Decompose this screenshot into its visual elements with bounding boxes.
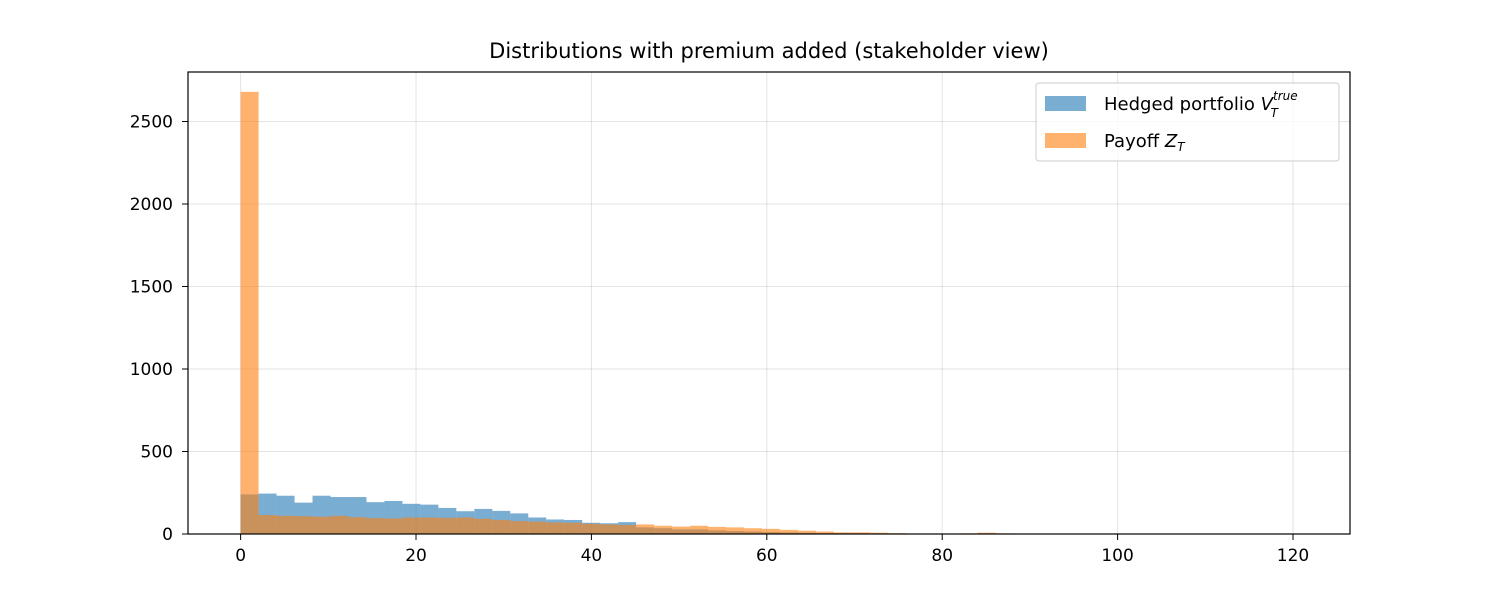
histogram-bar-series-2 xyxy=(600,524,619,534)
histogram-bar-series-2 xyxy=(654,525,673,534)
x-tick-label: 100 xyxy=(1101,546,1133,566)
histogram-bar-series-2 xyxy=(492,519,511,534)
plot-frame xyxy=(187,71,1351,535)
legend: Hedged portfolio Vtrue T Payoff ZT xyxy=(1035,82,1340,162)
histogram-bar-series-2 xyxy=(744,528,762,534)
histogram-bar-series-2 xyxy=(779,529,798,534)
y-tick-label: 2000 xyxy=(130,195,173,215)
histogram-bar-series-2 xyxy=(402,517,421,534)
legend-box xyxy=(1035,82,1340,162)
y-tick-label: 1500 xyxy=(130,278,173,298)
histogram-bar-series-2 xyxy=(564,522,583,534)
histogram-bar-series-2 xyxy=(636,524,655,534)
histogram-bar-series-2 xyxy=(366,518,385,534)
histogram-bar-series-2 xyxy=(258,515,277,534)
histogram-bars xyxy=(240,91,1302,535)
histogram-bar-series-2 xyxy=(851,532,870,534)
histogram-bar-series-2 xyxy=(240,91,259,535)
histogram-bar-series-2 xyxy=(815,531,834,534)
legend-swatch-hedged-portfolio xyxy=(1045,96,1086,111)
histogram-bar-series-2 xyxy=(869,532,888,534)
histogram-bar-series-2 xyxy=(276,515,295,534)
histogram-bar-series-2 xyxy=(582,523,601,534)
x-tick-label: 80 xyxy=(931,546,953,566)
legend-label-payoff: Payoff ZT xyxy=(1104,131,1186,154)
y-tick-label: 0 xyxy=(162,525,173,545)
histogram-bar-series-2 xyxy=(761,528,780,534)
histogram-bar-series-2 xyxy=(833,532,852,534)
histogram-bar-series-2 xyxy=(690,525,709,534)
x-tick-label: 40 xyxy=(581,546,603,566)
histogram-bar-series-2 xyxy=(438,517,457,534)
y-tick-label: 1000 xyxy=(130,360,173,380)
histogram-bar-series-2 xyxy=(726,527,745,534)
legend-swatch-payoff xyxy=(1045,133,1086,148)
histogram-bar-series-2 xyxy=(348,517,367,534)
legend-label-hedged-portfolio: Hedged portfolio Vtrue T xyxy=(1104,89,1298,120)
histogram-bar-series-2 xyxy=(510,521,529,534)
y-tick-label: 500 xyxy=(141,443,173,463)
x-tick-label: 60 xyxy=(756,546,778,566)
histogram-bar-series-2 xyxy=(420,517,439,534)
histogram-bar-series-2 xyxy=(474,518,493,534)
x-tick-label: 120 xyxy=(1277,546,1309,566)
histogram-bar-series-2 xyxy=(797,530,816,534)
histogram-bar-series-2 xyxy=(546,522,565,534)
histogram-bar-series-2 xyxy=(977,532,996,534)
histogram-bar-series-2 xyxy=(708,526,727,534)
axis-ticks: 0 20 40 60 80 100 120 0 500 1000 1500 2000 2500 xyxy=(130,113,1309,567)
histogram-bar-series-2 xyxy=(456,517,475,534)
histogram-bar-series-2 xyxy=(528,521,547,534)
histogram-bar-series-2 xyxy=(384,518,403,534)
x-tick-label: 20 xyxy=(405,546,427,566)
x-tick-label: 0 xyxy=(235,546,246,566)
histogram-bar-series-2 xyxy=(330,515,349,534)
chart-title: Distributions with premium added (stakeh… xyxy=(489,39,1049,63)
histogram-bar-series-2 xyxy=(618,524,637,534)
histogram-bar-series-2 xyxy=(312,516,331,534)
y-tick-label: 2500 xyxy=(130,113,173,133)
histogram-bar-series-2 xyxy=(672,526,691,534)
histogram-bar-series-2 xyxy=(294,516,313,534)
